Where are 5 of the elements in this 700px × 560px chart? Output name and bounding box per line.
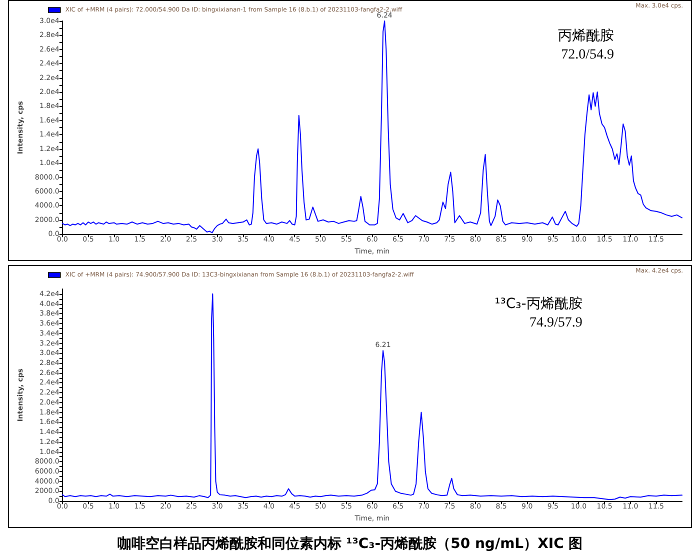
text: 咖啡空白样品丙烯酰胺和同位素内标 ¹³C₃-丙烯酰胺（50 ng/mL）XIC 图 [116, 535, 584, 553]
text: ¹³C₃-丙烯酰胺 [494, 296, 582, 312]
text: 丙烯酰胺 [558, 28, 614, 44]
text: 72.0/54.9 [561, 48, 614, 62]
text: 74.9/57.9 [529, 316, 582, 330]
